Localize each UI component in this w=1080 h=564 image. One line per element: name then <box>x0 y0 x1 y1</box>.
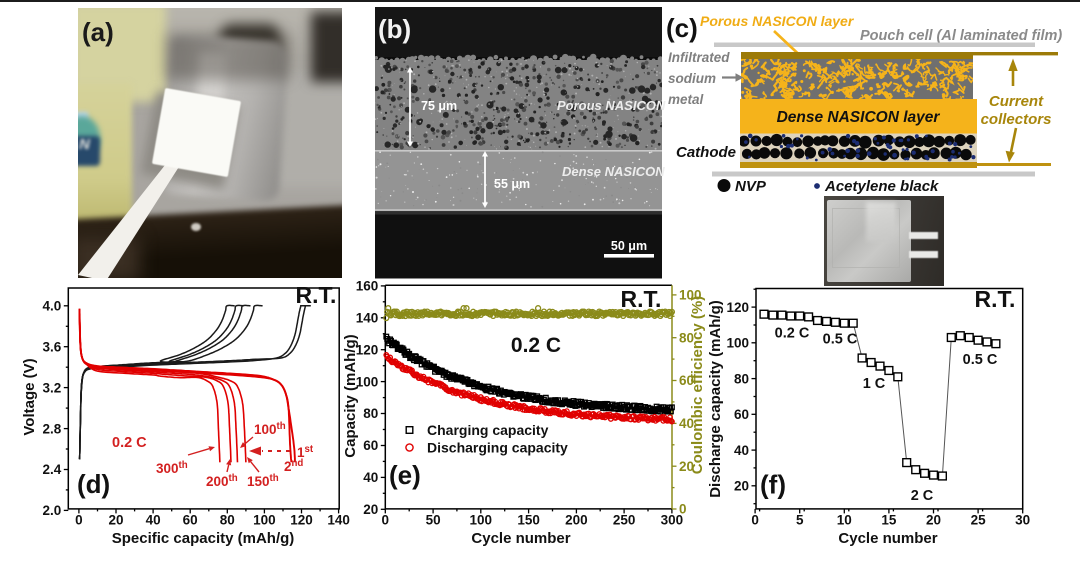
svg-text:0.2 C: 0.2 C <box>112 435 147 451</box>
svg-text:20: 20 <box>734 479 749 494</box>
svg-text:120: 120 <box>356 342 379 357</box>
svg-text:Acetylene black: Acetylene black <box>824 178 939 195</box>
svg-text:Cycle number: Cycle number <box>471 530 570 547</box>
svg-text:0: 0 <box>75 513 83 528</box>
svg-text:0: 0 <box>751 513 759 528</box>
svg-text:Porous NASICON layer: Porous NASICON layer <box>700 13 855 29</box>
svg-text:15: 15 <box>881 513 897 528</box>
svg-text:0.5 C: 0.5 C <box>823 332 858 348</box>
svg-text:10: 10 <box>837 513 852 528</box>
svg-text:2.8: 2.8 <box>43 421 62 436</box>
svg-text:300: 300 <box>661 513 684 528</box>
svg-text:55 μm: 55 μm <box>494 177 530 191</box>
svg-text:Cycle number: Cycle number <box>838 530 937 547</box>
svg-text:20: 20 <box>679 459 694 474</box>
svg-text:1 C: 1 C <box>863 376 886 392</box>
svg-text:160: 160 <box>356 279 379 294</box>
svg-text:140: 140 <box>356 311 379 326</box>
svg-text:Capacity (mAh/g): Capacity (mAh/g) <box>342 334 359 457</box>
svg-text:4.0: 4.0 <box>43 299 62 314</box>
svg-text:40: 40 <box>363 470 378 485</box>
svg-text:0: 0 <box>382 513 390 528</box>
svg-text:80: 80 <box>679 330 694 345</box>
svg-text:Infiltrated: Infiltrated <box>668 50 730 65</box>
svg-text:(d): (d) <box>77 469 110 499</box>
svg-text:R.T.: R.T. <box>621 286 662 312</box>
svg-text:140: 140 <box>327 513 350 528</box>
svg-text:60: 60 <box>183 513 198 528</box>
svg-text:(b): (b) <box>378 14 411 44</box>
svg-text:Discharge capacity (mAh/g): Discharge capacity (mAh/g) <box>707 300 724 498</box>
svg-text:2 C: 2 C <box>911 488 934 504</box>
svg-text:60: 60 <box>679 373 694 388</box>
svg-text:Voltage (V): Voltage (V) <box>21 358 38 435</box>
svg-text:100th: 100th <box>254 421 286 437</box>
svg-text:100: 100 <box>470 513 493 528</box>
svg-text:100: 100 <box>679 288 702 303</box>
svg-text:sodium: sodium <box>668 71 716 86</box>
svg-text:60: 60 <box>734 407 749 422</box>
svg-text:0.2 C: 0.2 C <box>775 326 810 342</box>
svg-text:60: 60 <box>363 438 378 453</box>
svg-text:50: 50 <box>426 513 441 528</box>
svg-text:5: 5 <box>796 513 804 528</box>
svg-text:0.5 C: 0.5 C <box>963 352 998 368</box>
svg-text:2.0: 2.0 <box>43 503 62 518</box>
svg-text:(e): (e) <box>389 460 421 490</box>
svg-text:Coulombic efficiency (%): Coulombic efficiency (%) <box>689 296 706 474</box>
svg-text:150: 150 <box>517 513 540 528</box>
svg-text:200th: 200th <box>206 473 238 489</box>
svg-text:50 μm: 50 μm <box>611 239 647 253</box>
svg-text:20: 20 <box>363 502 378 517</box>
svg-text:80: 80 <box>734 371 749 386</box>
svg-text:Dense NASICON layer: Dense NASICON layer <box>777 109 941 126</box>
svg-text:20: 20 <box>926 513 941 528</box>
svg-text:NVP: NVP <box>735 178 767 195</box>
svg-text:25: 25 <box>971 513 987 528</box>
svg-text:100: 100 <box>356 374 379 389</box>
svg-text:40: 40 <box>734 443 749 458</box>
svg-text:20: 20 <box>108 513 123 528</box>
svg-text:80: 80 <box>220 513 235 528</box>
svg-text:150th: 150th <box>247 473 279 489</box>
svg-text:120: 120 <box>290 513 313 528</box>
svg-text:2nd: 2nd <box>284 458 303 474</box>
svg-text:40: 40 <box>146 513 161 528</box>
svg-text:0: 0 <box>679 502 687 517</box>
svg-text:120: 120 <box>726 300 749 315</box>
svg-text:3.6: 3.6 <box>43 339 62 354</box>
svg-text:250: 250 <box>613 513 636 528</box>
svg-text:Discharging capacity: Discharging capacity <box>427 440 568 456</box>
svg-text:30: 30 <box>1015 513 1030 528</box>
svg-text:Porous NASICON: Porous NASICON <box>557 98 666 113</box>
svg-text:(f): (f) <box>760 470 786 500</box>
svg-text:2.4: 2.4 <box>43 462 62 477</box>
svg-text:300th: 300th <box>156 460 188 476</box>
svg-text:75 μm: 75 μm <box>421 99 457 113</box>
svg-text:100: 100 <box>726 336 749 351</box>
svg-text:3.2: 3.2 <box>43 380 62 395</box>
svg-text:Pouch cell (Al laminated film): Pouch cell (Al laminated film) <box>860 28 1062 44</box>
svg-text:0.2 C: 0.2 C <box>511 334 561 357</box>
svg-text:Current: Current <box>989 93 1044 110</box>
svg-text:40: 40 <box>679 416 694 431</box>
svg-text:Dense NASICON: Dense NASICON <box>562 164 665 179</box>
svg-text:200: 200 <box>565 513 588 528</box>
svg-text:100: 100 <box>253 513 276 528</box>
svg-text:R.T.: R.T. <box>975 286 1016 312</box>
svg-text:R.T.: R.T. <box>296 282 337 308</box>
svg-text:metal: metal <box>668 92 704 107</box>
svg-text:Charging capacity: Charging capacity <box>427 422 549 438</box>
svg-text:Cathode: Cathode <box>676 144 736 161</box>
svg-text:(c): (c) <box>666 13 698 43</box>
svg-text:80: 80 <box>363 406 378 421</box>
svg-text:collectors: collectors <box>981 111 1052 128</box>
svg-text:Specific capacity (mAh/g): Specific capacity (mAh/g) <box>112 530 295 547</box>
